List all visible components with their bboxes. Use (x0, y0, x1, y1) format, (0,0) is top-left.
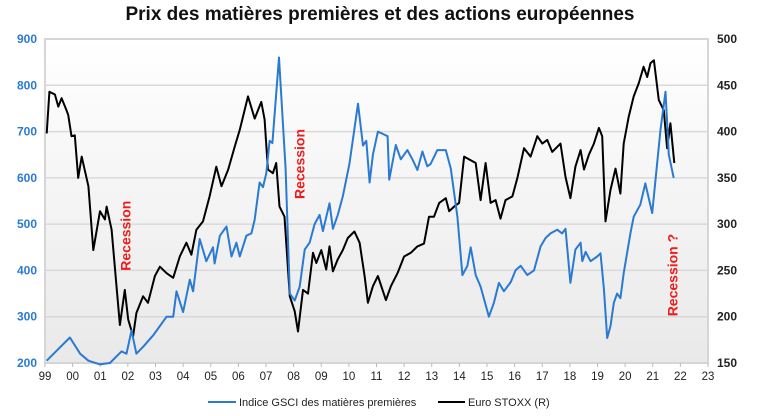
x-tick-label: 16 (508, 371, 521, 383)
right-axis-ticks: 150 200 250 300 350 400 450 500 (717, 32, 737, 370)
gsci-series-line (45, 56, 675, 366)
left-tick-label: 800 (17, 78, 37, 92)
legend-label-eurostoxx: Euro STOXX (R) (468, 397, 550, 409)
legend: Indice GSCI des matières premières Euro … (208, 397, 550, 409)
chart-title: Prix des matières premières et des actio… (125, 4, 634, 25)
x-tick-label: 09 (315, 371, 328, 383)
x-axis-ticks: 99 00 01 02 03 04 05 06 07 08 09 10 11 12 13 14 15 16 17 18… (39, 363, 715, 383)
x-tick-label: 14 (453, 371, 466, 383)
x-tick-label: 03 (149, 371, 162, 383)
x-tick-label: 01 (94, 371, 107, 383)
right-tick-label: 200 (717, 310, 737, 324)
x-tick-label: 08 (287, 371, 300, 383)
annotations: Recession Recession Recession ? (118, 129, 681, 316)
right-tick-label: 300 (717, 217, 737, 231)
recession-annotation: Recession (118, 201, 134, 271)
x-tick-label: 20 (619, 371, 632, 383)
x-tick-label: 17 (536, 371, 549, 383)
right-tick-label: 350 (717, 171, 737, 185)
right-tick-label: 400 (717, 125, 737, 139)
x-tick-label: 21 (646, 371, 659, 383)
left-tick-label: 500 (17, 217, 37, 231)
series-lines (45, 56, 676, 366)
x-tick-label: 04 (177, 371, 190, 383)
right-tick-label: 500 (717, 32, 737, 46)
legend-label-gsci: Indice GSCI des matières premières (239, 397, 417, 409)
x-tick-label: 12 (398, 371, 411, 383)
recession-annotation: Recession (292, 129, 308, 199)
x-tick-label: 05 (204, 371, 217, 383)
x-tick-label: 11 (371, 371, 383, 383)
plot-area (44, 38, 709, 364)
x-tick-label: 02 (121, 371, 134, 383)
left-tick-label: 300 (17, 310, 37, 324)
right-tick-label: 150 (717, 356, 737, 370)
recession-annotation: Recession ? (665, 234, 681, 316)
x-tick-label: 99 (39, 371, 52, 383)
x-tick-label: 19 (591, 371, 604, 383)
left-axis-ticks: 200 300 400 500 600 700 800 900 (17, 32, 37, 370)
x-tick-label: 22 (674, 371, 687, 383)
x-tick-label: 18 (563, 371, 576, 383)
left-tick-label: 600 (17, 171, 37, 185)
left-tick-label: 700 (17, 125, 37, 139)
x-tick-label: 15 (481, 371, 494, 383)
x-tick-label: 23 (702, 371, 715, 383)
right-tick-label: 250 (717, 263, 737, 277)
x-tick-label: 07 (260, 371, 273, 383)
right-tick-label: 450 (717, 78, 737, 92)
x-tick-label: 10 (342, 371, 355, 383)
left-tick-label: 400 (17, 263, 37, 277)
left-tick-label: 200 (17, 356, 37, 370)
x-tick-label: 00 (66, 371, 79, 383)
x-tick-label: 06 (232, 371, 245, 383)
gridlines (45, 84, 708, 318)
left-tick-label: 900 (17, 32, 37, 46)
x-tick-label: 13 (425, 371, 438, 383)
